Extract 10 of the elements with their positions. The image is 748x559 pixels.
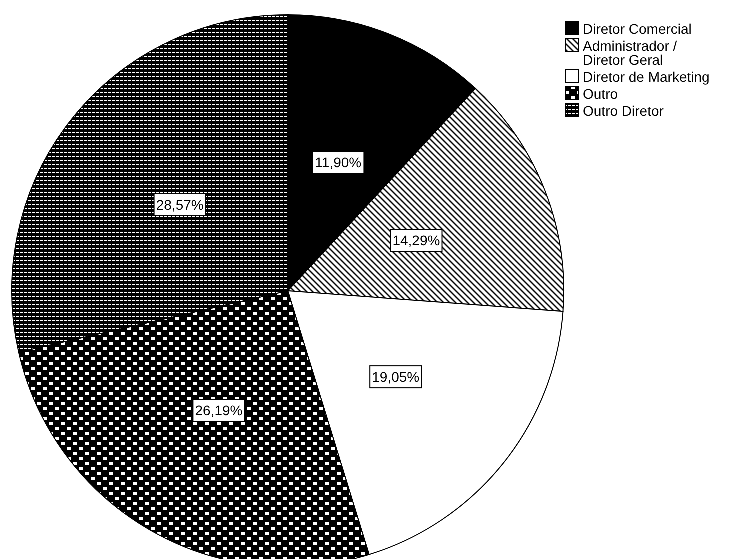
legend-label: Diretor de Marketing (583, 69, 710, 85)
data-label: 14,29% (392, 232, 440, 249)
legend-label: Outro Diretor (583, 103, 664, 119)
data-label: 28,57% (156, 196, 204, 213)
data-label: 26,19% (195, 402, 243, 419)
legend-label: Diretor Comercial (583, 21, 692, 37)
legend-label: Outro (583, 86, 618, 102)
legend-label: Administrador / Diretor Geral (583, 38, 678, 68)
data-label: 11,90% (315, 154, 362, 171)
data-label: 19,05% (372, 369, 420, 386)
